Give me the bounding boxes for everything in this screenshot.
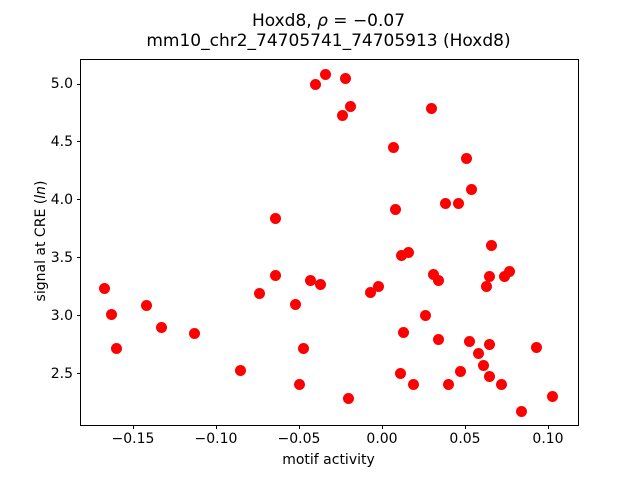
- x-tick-mark: [464, 425, 466, 429]
- x-tick-mark: [547, 425, 549, 429]
- data-point: [464, 336, 476, 348]
- y-tick-mark: [77, 315, 81, 317]
- data-point: [461, 152, 473, 164]
- data-point: [235, 365, 247, 377]
- data-point: [486, 239, 498, 251]
- data-point: [394, 368, 406, 380]
- data-point: [484, 339, 496, 351]
- data-point: [293, 378, 305, 390]
- data-point: [389, 203, 401, 215]
- data-point: [408, 378, 420, 390]
- data-point: [270, 213, 282, 225]
- x-tick-label: −0.10: [194, 431, 238, 447]
- y-axis-label-close: ): [33, 180, 49, 187]
- y-tick-mark: [77, 141, 81, 143]
- y-axis-label: signal at CRE (ln): [33, 181, 49, 302]
- data-point: [481, 281, 493, 293]
- data-point: [515, 405, 527, 417]
- title-rho-value: = −0.07: [327, 11, 406, 31]
- x-tick-label: 0.05: [449, 431, 481, 447]
- chart-subtitle: mm10_chr2_74705741_74705913 (Hoxd8): [146, 31, 511, 51]
- data-point: [270, 269, 282, 281]
- data-point: [140, 300, 152, 312]
- chart-title-line1: Hoxd8, ρ = −0.07: [80, 11, 577, 31]
- x-tick-mark: [132, 425, 134, 429]
- x-tick-mark: [298, 425, 300, 429]
- x-tick-mark: [215, 425, 217, 429]
- data-point: [432, 333, 444, 345]
- data-point: [315, 279, 327, 291]
- data-point: [496, 378, 508, 390]
- plot-area: −0.15 −0.10 −0.05 0.00 0.05 0.10 2.5 3.0 3.5 4.0 4…: [51, 59, 579, 447]
- data-point: [310, 78, 322, 90]
- y-tick-mark: [77, 373, 81, 375]
- data-point: [442, 378, 454, 390]
- data-point: [298, 342, 310, 354]
- data-point: [484, 271, 496, 283]
- x-tick-mark: [381, 425, 383, 429]
- data-point: [477, 360, 489, 372]
- y-axis-label-text: signal at CRE (: [33, 198, 49, 302]
- title-rho-symbol: ρ: [317, 11, 328, 31]
- x-tick-label: 0.00: [366, 431, 398, 447]
- data-point: [472, 347, 484, 359]
- title-gene: Hoxd8,: [251, 11, 318, 31]
- data-point: [388, 142, 400, 154]
- y-axis-label-ln: ln: [33, 186, 49, 199]
- data-point: [547, 390, 559, 402]
- x-tick-label: 0.10: [532, 431, 564, 447]
- x-tick-label: −0.05: [277, 431, 321, 447]
- data-point: [432, 274, 444, 286]
- data-point: [344, 100, 356, 112]
- data-point: [339, 72, 351, 84]
- y-tick-label: 4.0: [50, 191, 73, 208]
- data-point: [336, 109, 348, 121]
- data-point: [155, 322, 167, 334]
- y-tick-label: 4.5: [50, 133, 73, 150]
- data-point: [188, 327, 200, 339]
- data-point: [452, 197, 464, 209]
- data-point: [454, 366, 466, 378]
- data-point: [396, 250, 408, 262]
- data-point: [530, 341, 542, 353]
- data-point: [343, 392, 355, 404]
- data-point: [290, 298, 302, 310]
- data-point: [419, 310, 431, 322]
- y-tick-label: 5.0: [50, 76, 73, 92]
- y-tick-label: 3.5: [50, 249, 73, 266]
- y-tick-mark: [77, 199, 81, 201]
- data-point: [439, 197, 451, 209]
- data-point: [403, 246, 415, 258]
- data-point: [398, 326, 410, 338]
- data-point: [466, 184, 478, 196]
- chart-title: Hoxd8, ρ = −0.07 mm10_chr2_74705741_7470…: [80, 11, 577, 51]
- data-point: [110, 342, 122, 354]
- data-point: [99, 282, 111, 294]
- data-point: [426, 102, 438, 114]
- data-point: [253, 288, 265, 300]
- data-point: [305, 274, 317, 286]
- data-point: [364, 287, 376, 299]
- data-point: [373, 281, 385, 293]
- data-point: [105, 309, 117, 321]
- data-point: [484, 370, 496, 382]
- data-point: [499, 271, 511, 283]
- y-tick-label: 2.5: [50, 365, 73, 382]
- y-tick-mark: [77, 83, 81, 85]
- y-tick-mark: [77, 257, 81, 259]
- x-tick-label: −0.15: [111, 431, 155, 447]
- x-axis-label: motif activity: [282, 452, 375, 468]
- data-point: [427, 268, 439, 280]
- data-point: [504, 266, 516, 278]
- y-tick-label: 3.0: [50, 307, 73, 324]
- data-point: [320, 69, 332, 81]
